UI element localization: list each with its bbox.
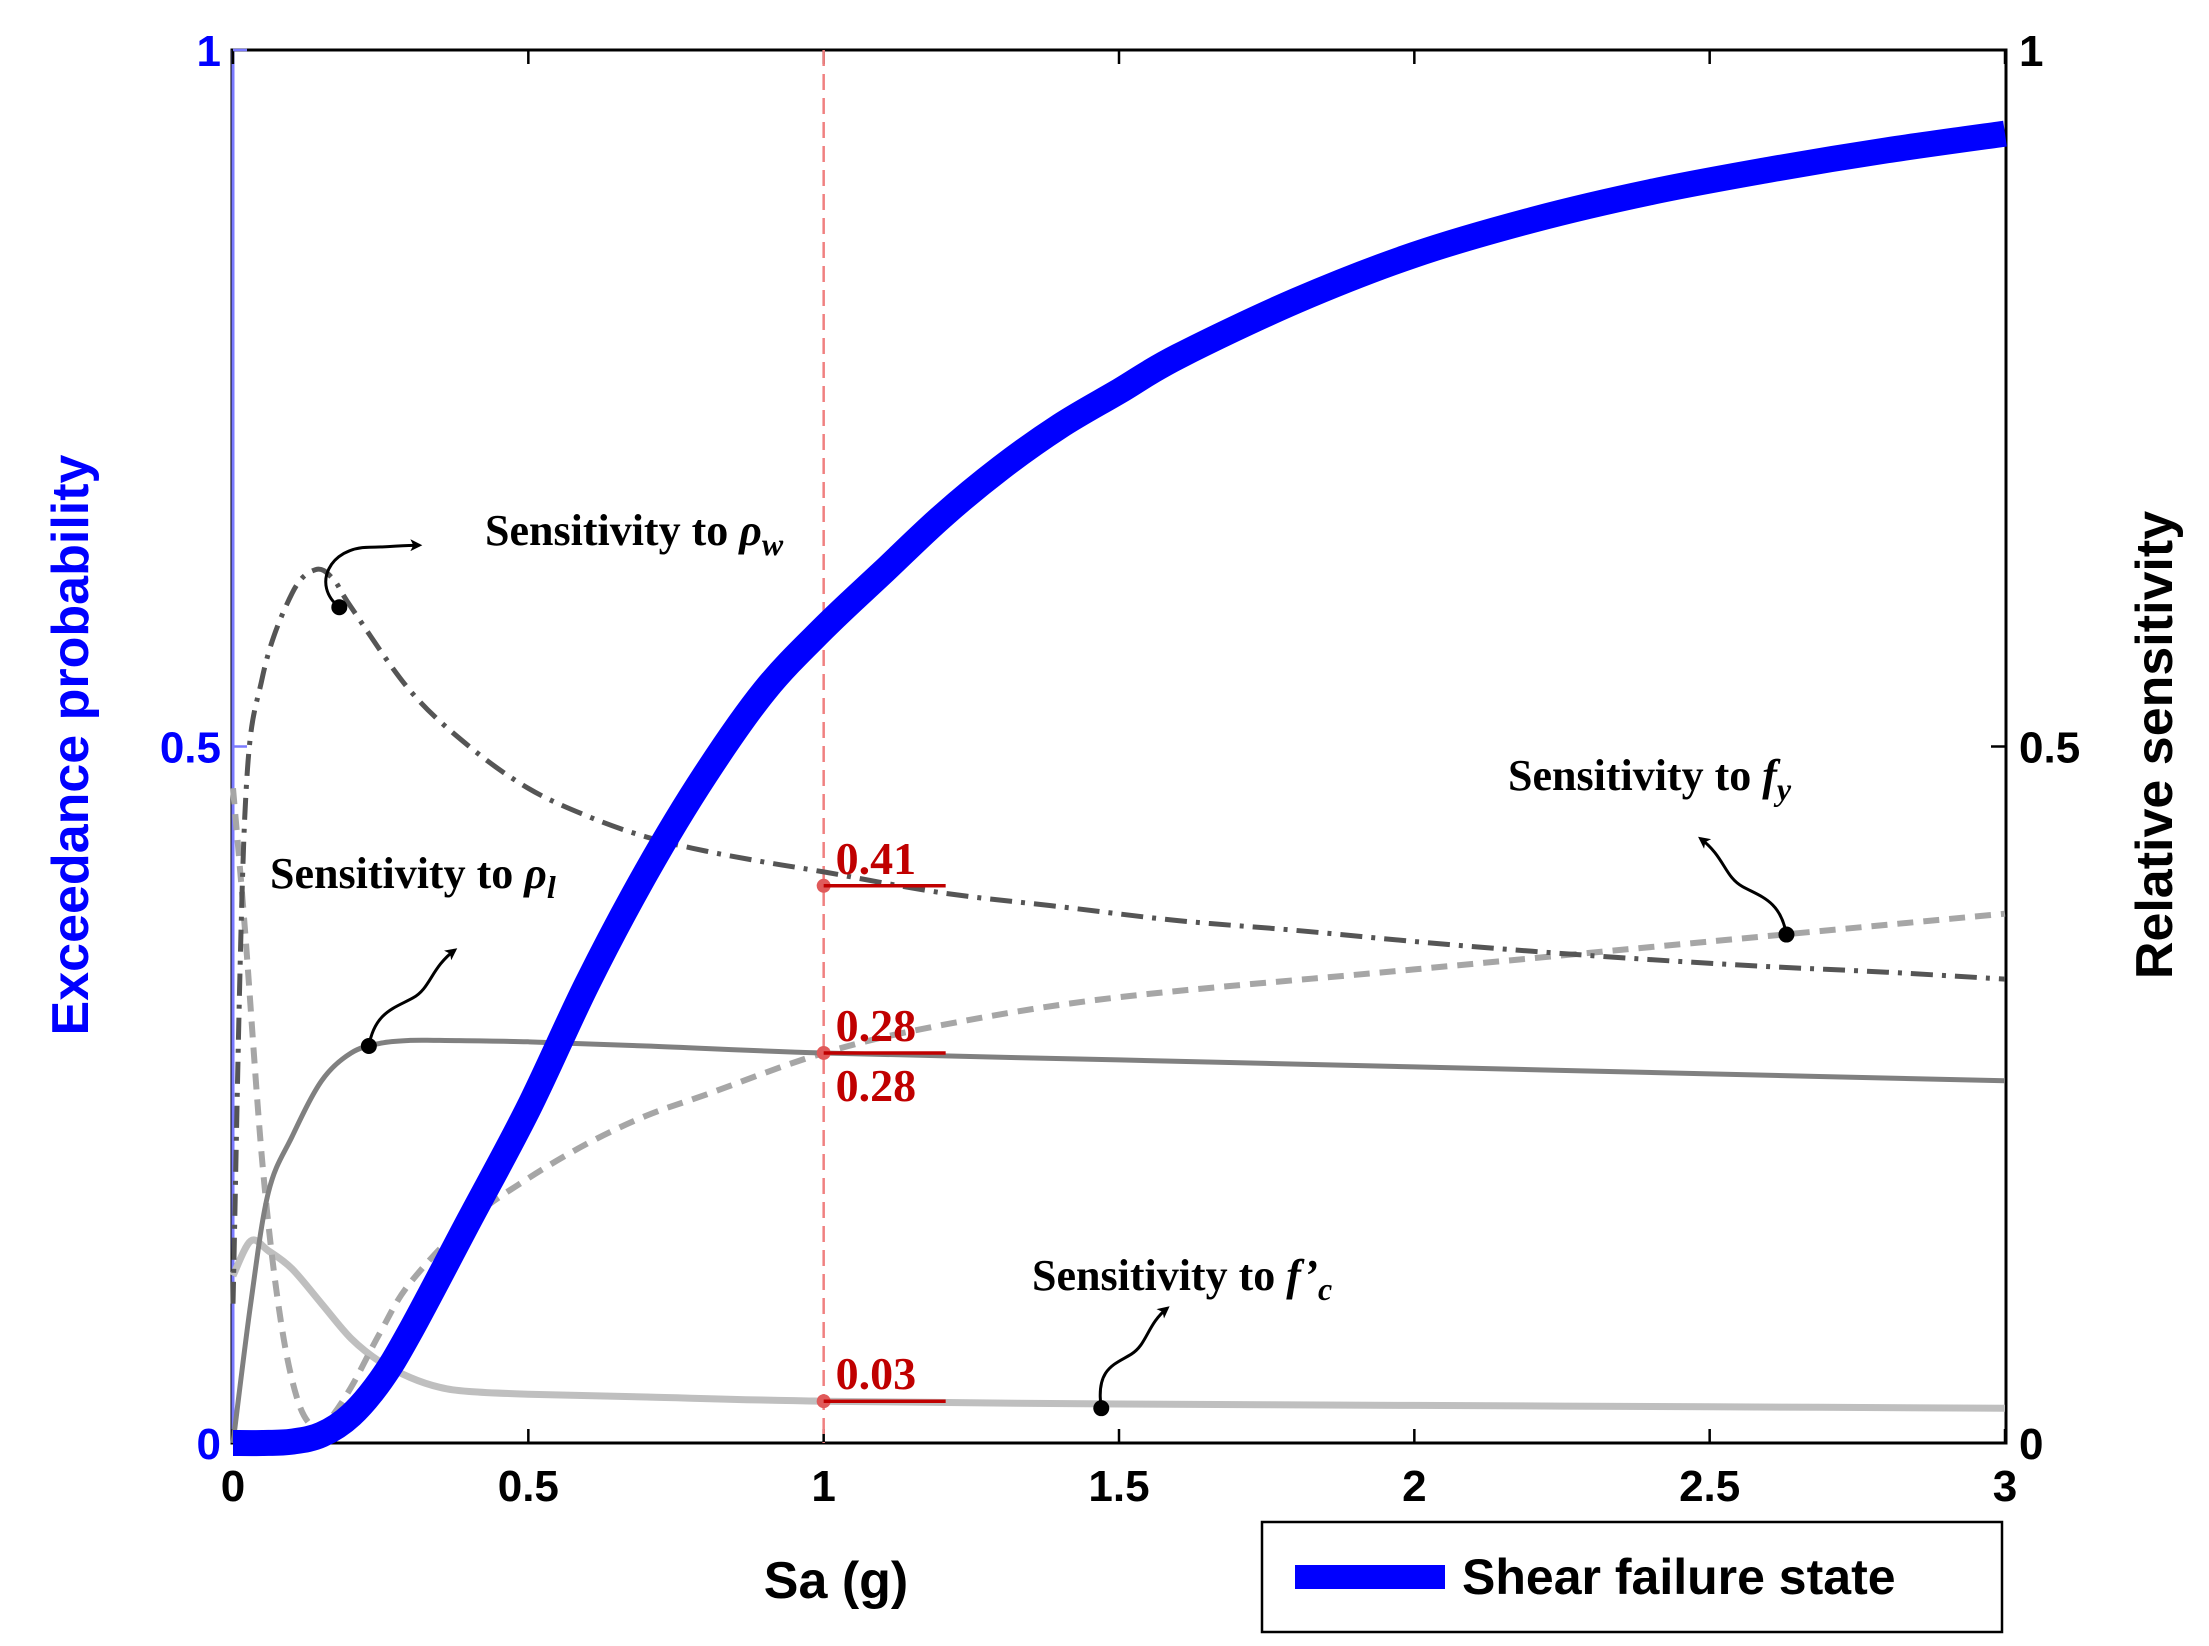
annotation-point-rho_l xyxy=(360,1037,377,1054)
y-axis-right-title: Relative sensitivity xyxy=(2126,511,2184,979)
y-right-tick-label: 0.5 xyxy=(2019,724,2080,773)
x-axis-title: Sa (g) xyxy=(764,1552,908,1610)
x-tick-label: 0 xyxy=(221,1462,245,1511)
series-line-f-y xyxy=(230,788,2006,1434)
series-line-rho-l xyxy=(230,1037,2006,1444)
value-label: 0.28 xyxy=(836,1000,917,1051)
annotation-point-rho_w xyxy=(331,599,348,616)
series-layer xyxy=(229,120,2007,1457)
x-tick-label: 0.5 xyxy=(498,1462,559,1511)
y-left-tick-label: 0.5 xyxy=(160,724,221,773)
x-tick-label: 1.5 xyxy=(1088,1462,1149,1511)
annotation-label-rho_l: Sensitivity to ρl xyxy=(270,849,556,905)
value-label: 0.03 xyxy=(836,1348,917,1399)
annotation-arrow-f_c xyxy=(1098,1306,1170,1409)
annotation-label-f_y: Sensitivity to fy xyxy=(1508,751,1792,807)
annotation-point-f_c xyxy=(1093,1400,1110,1417)
y-right-tick-label: 1 xyxy=(2019,27,2043,76)
legend: Shear failure state xyxy=(1260,1520,2004,1634)
annotations-layer: Sensitivity to ρw Sensitivity to ρl Sensit… xyxy=(270,506,1795,1417)
annotation-arrow-f_y xyxy=(1698,836,1788,935)
axis-ticks xyxy=(231,48,2007,1445)
x-tick-label: 2 xyxy=(1402,1462,1426,1511)
annotation-arrow-rho_l xyxy=(367,948,458,1047)
x-tick-label: 3 xyxy=(1993,1462,2017,1511)
y-left-tick-label: 1 xyxy=(197,27,221,76)
annotation-label-f_c: Sensitivity to f’c xyxy=(1032,1251,1332,1307)
annotation-point-f_y xyxy=(1778,926,1795,943)
value-labels-layer: 0.41 0.28 0.28 0.03 xyxy=(816,833,946,1409)
y-left-tick-label: 0 xyxy=(197,1420,221,1469)
annotation-label-rho_w: Sensitivity to ρw xyxy=(485,506,784,562)
annotation-arrow-rho_w xyxy=(324,539,423,609)
series-line-rho-w xyxy=(230,566,2006,1304)
y-axis-left-title: Exceedance probability xyxy=(42,454,100,1035)
x-tick-label: 2.5 xyxy=(1679,1462,1740,1511)
x-tick-label: 1 xyxy=(811,1462,835,1511)
series-line-shear-failure xyxy=(232,120,2007,1457)
series-line-f-c xyxy=(229,1236,2006,1412)
value-label: 0.28 xyxy=(836,1060,917,1111)
y-right-tick-label: 0 xyxy=(2019,1420,2043,1469)
legend-label: Shear failure state xyxy=(1462,1549,1896,1605)
plot-frame xyxy=(230,48,2008,1445)
value-label: 0.41 xyxy=(836,833,917,884)
